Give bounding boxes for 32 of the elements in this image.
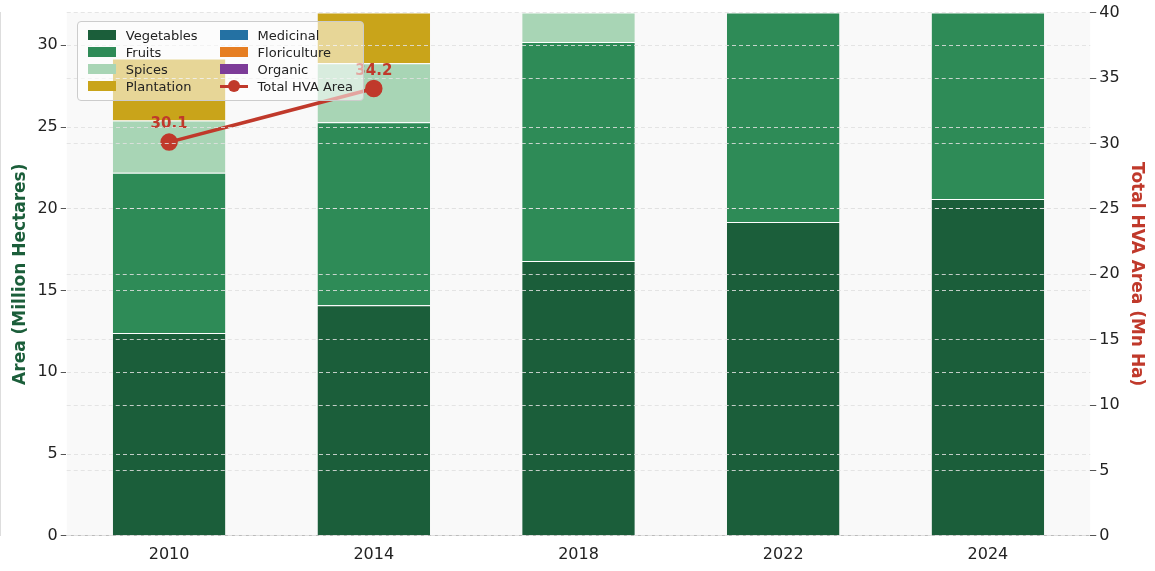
legend-label: Fruits — [125, 44, 162, 60]
x-tick-label: 2014 — [353, 543, 395, 563]
y2-tick-label: 35 — [1099, 67, 1120, 87]
legend-label: Total HVA Area — [257, 78, 353, 94]
y-tick-label: 10 — [37, 361, 58, 381]
y2-tick-label: 25 — [1099, 197, 1120, 217]
y-tick-label: 20 — [37, 197, 58, 217]
y2-tick-label: 40 — [1099, 1, 1120, 21]
y2-tick-label: 30 — [1099, 132, 1120, 152]
y2-tick-label: 5 — [1099, 459, 1110, 479]
data-label: 30.1 — [150, 114, 188, 133]
legend-label: Medicinal — [257, 27, 320, 43]
legend-label: Vegetables — [125, 27, 198, 43]
y-tick-label: 25 — [37, 116, 58, 136]
x-tick-label: 2022 — [762, 543, 804, 563]
y-tick-label: 30 — [37, 34, 58, 54]
y2-tick-label: 0 — [1099, 524, 1110, 544]
legend-label: Plantation — [125, 78, 192, 94]
legend-label: Organic — [257, 61, 309, 77]
y-tick-label: 5 — [47, 443, 58, 463]
x-tick-label: 2010 — [148, 543, 190, 563]
y2-tick-label: 10 — [1099, 394, 1120, 414]
y-tick-label: 0 — [47, 524, 58, 544]
y2-tick-label: 20 — [1099, 263, 1120, 283]
x-tick-label: 2018 — [558, 543, 599, 563]
legend-label: Floriculture — [257, 44, 331, 60]
y2-axis-title: Total HVA Area (Mn Ha) — [1128, 162, 1149, 387]
y2-tick-label: 15 — [1099, 328, 1120, 348]
y-axis-title: Area (Million Hectares) — [8, 163, 29, 385]
y-tick-label: 15 — [37, 279, 58, 299]
legend-label: Spices — [125, 61, 168, 77]
x-tick-label: 2024 — [967, 543, 1009, 563]
